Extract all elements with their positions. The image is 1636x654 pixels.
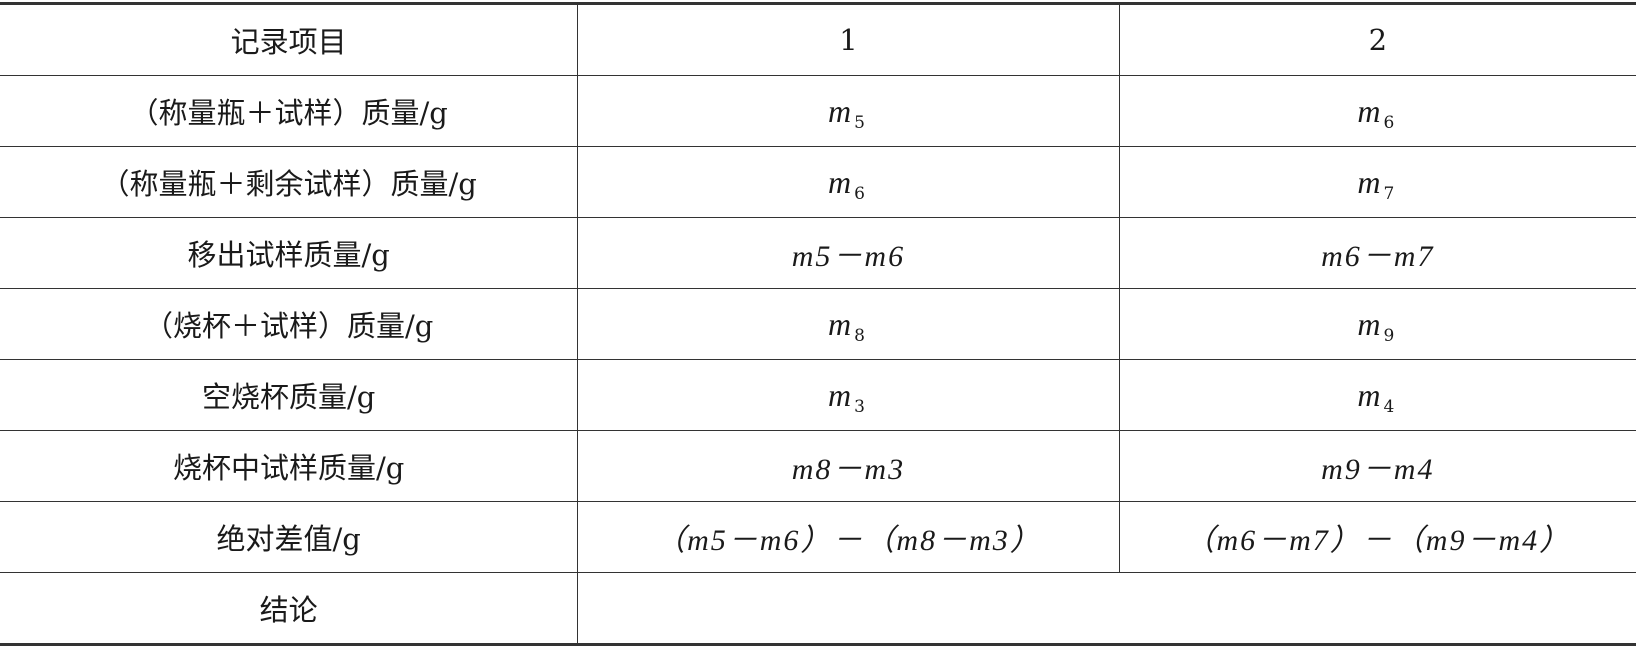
mass-subscript: 8 [854, 325, 865, 346]
mass-subscript: 3 [854, 396, 865, 417]
trial-2-value: m9－m4 [1119, 430, 1636, 502]
conclusion-row: 结论 [0, 572, 1636, 645]
mass-subscript: 9 [1383, 325, 1395, 346]
trial-2-value: （m6－m7）－（m9－m4） [1119, 501, 1636, 573]
table-row: （称量瓶＋剩余试样）质量/g m 6 m 7 [0, 146, 1636, 218]
trial-1-value: m8－m3 [577, 430, 1120, 502]
header-trial-2: 2 [1119, 3, 1636, 76]
table-row: 烧杯中试样质量/g m8－m3 m9－m4 [0, 430, 1636, 502]
table-row: （称量瓶＋试样）质量/g m 5 m 6 [0, 75, 1636, 147]
row-label: 移出试样质量/g [0, 217, 579, 289]
trial-1-value: m5－m6 [577, 217, 1120, 289]
trial-2-value: m6－m7 [1119, 217, 1636, 289]
header-record-item: 记录项目 [0, 3, 579, 76]
row-label: 空烧杯质量/g [0, 359, 579, 431]
row-label: （称量瓶＋剩余试样）质量/g [0, 146, 579, 218]
row-label: （烧杯＋试样）质量/g [0, 288, 579, 360]
row-label: （称量瓶＋试样）质量/g [0, 75, 579, 147]
table-row: 空烧杯质量/g m 3 m 4 [0, 359, 1636, 431]
mass-symbol: m [827, 376, 852, 413]
mass-symbol: m [1357, 163, 1381, 200]
conclusion-value [577, 572, 1636, 645]
row-label: 烧杯中试样质量/g [0, 430, 579, 502]
mass-symbol: m [827, 305, 852, 342]
table-row: （烧杯＋试样）质量/g m 8 m 9 [0, 288, 1636, 360]
mass-subscript: 4 [1383, 396, 1395, 417]
table-row: 绝对差值/g （m5－m6）－（m8－m3） （m6－m7）－（m9－m4） [0, 501, 1636, 573]
trial-1-value: （m5－m6）－（m8－m3） [577, 501, 1120, 573]
mass-symbol: m [1357, 305, 1381, 342]
mass-subscript: 6 [854, 183, 865, 204]
table-row: 移出试样质量/g m5－m6 m6－m7 [0, 217, 1636, 289]
header-trial-1: 1 [577, 3, 1120, 76]
row-label: 绝对差值/g [0, 501, 579, 573]
table-header-row: 记录项目 1 2 [0, 3, 1636, 76]
mass-symbol: m [827, 163, 852, 200]
conclusion-label: 结论 [0, 572, 579, 645]
mass-subscript: 5 [854, 112, 865, 133]
mass-subscript: 7 [1383, 183, 1395, 204]
mass-symbol: m [827, 92, 852, 129]
mass-symbol: m [1357, 376, 1381, 413]
mass-subscript: 6 [1383, 112, 1395, 133]
mass-symbol: m [1357, 92, 1381, 129]
